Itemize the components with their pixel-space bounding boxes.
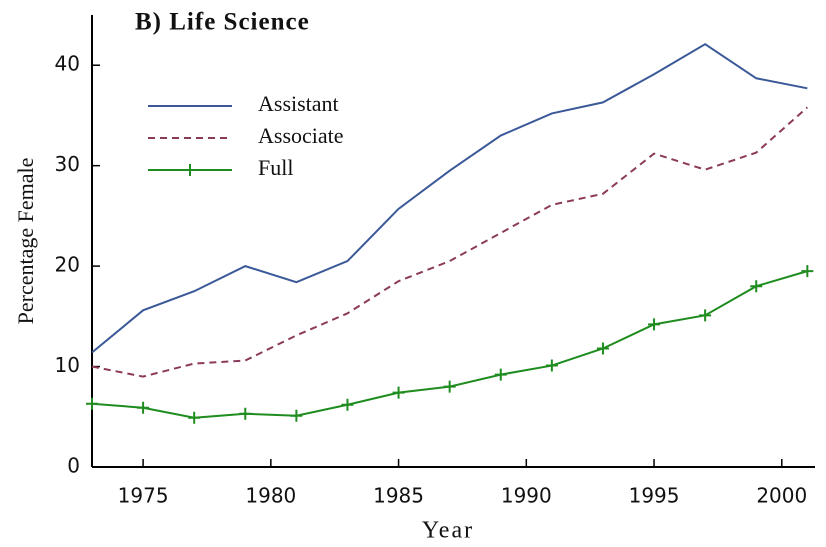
marker — [648, 318, 661, 331]
line — [91, 270, 808, 419]
x-axis-label: Year — [422, 518, 474, 544]
x-tick-label: 1985 — [373, 484, 424, 508]
marker — [341, 398, 354, 411]
y-tick-label: 10 — [55, 353, 80, 377]
marker — [596, 342, 609, 355]
legend-label: Associate — [258, 123, 344, 148]
x-tick-label: 2000 — [756, 484, 807, 508]
x-tick-label: 1980 — [245, 484, 296, 508]
legend-label: Assistant — [258, 91, 339, 116]
marker — [545, 359, 558, 372]
x-tick-label: 1995 — [629, 484, 680, 508]
marker — [392, 386, 405, 399]
marker — [494, 368, 507, 381]
marker — [443, 380, 456, 393]
y-tick-label: 30 — [55, 152, 80, 176]
x-tick-label: 1990 — [501, 484, 552, 508]
line — [91, 106, 808, 378]
y-tick-label: 0 — [67, 454, 80, 478]
chart-title: B) Life Science — [135, 9, 310, 36]
marker — [750, 280, 763, 293]
y-tick-label: 20 — [55, 253, 80, 277]
legend-label: Full — [258, 155, 293, 180]
marker — [184, 164, 196, 176]
x-tick-label: 1975 — [118, 484, 169, 508]
marker — [86, 397, 98, 410]
marker — [137, 401, 150, 414]
marker — [239, 407, 252, 420]
marker — [699, 309, 712, 322]
line — [91, 42, 808, 354]
y-axis-label: Percentage Female — [13, 158, 38, 325]
marker — [801, 265, 814, 278]
y-tick-label: 40 — [55, 52, 80, 76]
marker — [290, 409, 303, 422]
marker — [188, 411, 201, 424]
